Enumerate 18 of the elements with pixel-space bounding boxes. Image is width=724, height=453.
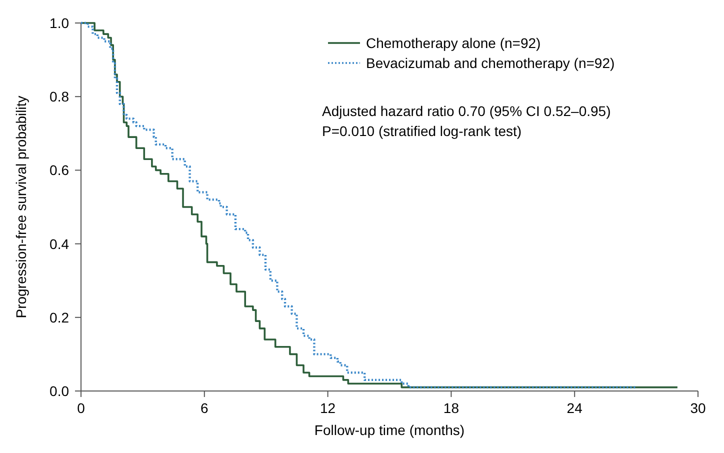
y-tick-label: 0.0 <box>50 383 70 399</box>
annotation: P=0.010 (stratified log-rank test) <box>322 123 522 139</box>
x-tick-label: 12 <box>320 400 336 416</box>
x-axis-title: Follow-up time (months) <box>314 422 465 438</box>
x-tick-label: 6 <box>200 400 208 416</box>
legend-label: Bevacizumab and chemotherapy (n=92) <box>366 55 615 71</box>
x-tick-label: 18 <box>443 400 460 416</box>
y-tick-label: 0.2 <box>50 309 70 326</box>
y-tick-label: 0.4 <box>50 236 70 252</box>
legend-label: Chemotherapy alone (n=92) <box>366 35 541 51</box>
x-tick-label: 24 <box>566 400 583 416</box>
x-tick-label: 0 <box>77 400 86 416</box>
y-tick-label: 0.8 <box>50 88 70 105</box>
y-axis-title: Progression-free survival probability <box>13 96 29 318</box>
annotation: Adjusted hazard ratio 0.70 (95% CI 0.52–0.95) <box>322 103 611 119</box>
y-tick-label: 0.6 <box>50 162 70 178</box>
x-tick-label: 30 <box>690 400 706 416</box>
y-tick-label: 1.0 <box>50 15 70 31</box>
